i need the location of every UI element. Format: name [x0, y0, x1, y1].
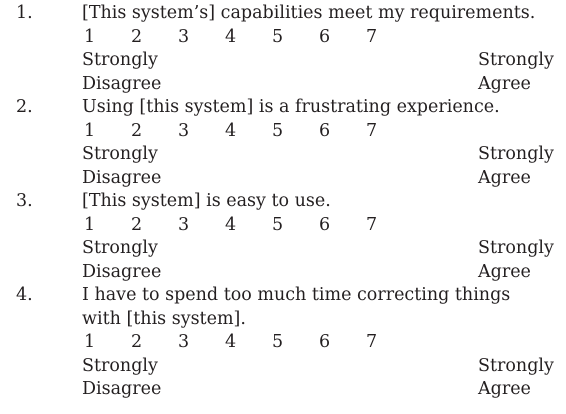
anchor-strongly-disagree: Strongly Disagree [82, 49, 161, 96]
anchor-strongly-agree: Strongly Agree [478, 143, 554, 190]
question-number: 1. [16, 3, 33, 23]
scale-option-2: 2 [131, 332, 143, 352]
anchor-strongly-agree: Strongly Agree [478, 237, 554, 284]
anchor-left-line-1: Strongly [82, 238, 158, 258]
scale-option-5: 5 [272, 332, 284, 352]
anchor-strongly-agree: Strongly Agree [478, 49, 554, 96]
scale-anchors: Strongly Disagree Strongly Agree [82, 49, 554, 96]
question-item-1: 1. [This system’s] capabilities meet my … [0, 2, 566, 96]
question-number: 2. [16, 97, 33, 117]
question-content: I have to spend too much time correcting… [82, 284, 554, 402]
anchor-right-line-2: Agree [478, 379, 531, 399]
anchor-left-line-1: Strongly [82, 50, 158, 70]
question-statement: Using [this system] is a frustrating exp… [82, 97, 500, 117]
scale-option-3: 3 [178, 214, 190, 235]
anchor-left-line-2: Disagree [82, 73, 162, 94]
scale-anchors: Strongly Disagree Strongly Agree [82, 355, 554, 402]
scale-option-6: 6 [319, 332, 331, 352]
anchor-left-line-1: Strongly [82, 144, 158, 164]
scale-option-1: 1 [84, 26, 96, 47]
questionnaire-list: 1. [This system’s] capabilities meet my … [0, 2, 566, 402]
anchor-left-line-2: Disagree [82, 379, 162, 399]
scale-option-2: 2 [131, 26, 143, 47]
scale-option-6: 6 [319, 120, 331, 141]
scale-option-3: 3 [178, 120, 190, 141]
rating-scale: 1 2 3 4 5 6 7 [82, 120, 550, 144]
anchor-right-line-1: Strongly [478, 238, 554, 258]
scale-option-7: 7 [366, 214, 378, 235]
scale-anchors: Strongly Disagree Strongly Agree [82, 143, 554, 190]
scale-option-4: 4 [225, 26, 237, 47]
rating-scale: 1 2 3 4 5 6 7 [82, 26, 550, 50]
question-item-4: 4. I have to spend too much time correct… [0, 284, 566, 402]
anchor-right-line-1: Strongly [478, 50, 554, 70]
scale-option-6: 6 [319, 214, 331, 235]
anchor-right-line-2: Agree [478, 261, 531, 282]
scale-option-1: 1 [84, 214, 96, 235]
scale-option-2: 2 [131, 214, 143, 235]
anchor-right-line-1: Strongly [478, 144, 554, 164]
scale-option-4: 4 [225, 214, 237, 235]
anchor-strongly-disagree: Strongly Disagree [82, 237, 161, 284]
anchor-right-line-2: Agree [478, 73, 531, 94]
scale-option-5: 5 [272, 214, 284, 235]
scale-option-4: 4 [225, 332, 237, 352]
question-item-3: 3. [This system] is easy to use. 1 2 3 4… [0, 190, 566, 284]
rating-scale: 1 2 3 4 5 6 7 [82, 214, 550, 238]
scale-option-6: 6 [319, 26, 331, 47]
question-item-2: 2. Using [this system] is a frustrating … [0, 96, 566, 190]
question-number: 3. [16, 191, 33, 211]
scale-option-3: 3 [178, 26, 190, 47]
scale-option-7: 7 [366, 120, 378, 141]
anchor-right-line-2: Agree [478, 167, 531, 188]
scale-option-7: 7 [366, 332, 378, 352]
question-content: [This system] is easy to use. 1 2 3 4 5 … [82, 190, 554, 284]
question-statement: I have to spend too much time correcting… [82, 285, 511, 329]
question-content: Using [this system] is a frustrating exp… [82, 96, 554, 190]
question-statement: [This system’s] capabilities meet my req… [82, 3, 536, 23]
scale-anchors: Strongly Disagree Strongly Agree [82, 237, 554, 284]
anchor-right-line-1: Strongly [478, 355, 554, 376]
scale-option-5: 5 [272, 120, 284, 141]
scale-option-1: 1 [84, 332, 96, 352]
anchor-strongly-agree: Strongly Agree [478, 355, 554, 402]
anchor-strongly-disagree: Strongly Disagree [82, 143, 161, 190]
question-statement: [This system] is easy to use. [82, 191, 331, 211]
question-content: [This system’s] capabilities meet my req… [82, 2, 554, 96]
scale-option-4: 4 [225, 120, 237, 141]
anchor-left-line-2: Disagree [82, 167, 162, 188]
anchor-left-line-2: Disagree [82, 261, 162, 282]
scale-option-5: 5 [272, 26, 284, 47]
scale-option-7: 7 [366, 26, 378, 47]
scale-option-3: 3 [178, 332, 190, 352]
scale-option-1: 1 [84, 120, 96, 141]
scale-option-2: 2 [131, 120, 143, 141]
anchor-strongly-disagree: Strongly Disagree [82, 355, 161, 402]
rating-scale: 1 2 3 4 5 6 7 [82, 331, 550, 355]
question-number: 4. [16, 285, 33, 305]
anchor-left-line-1: Strongly [82, 355, 158, 376]
